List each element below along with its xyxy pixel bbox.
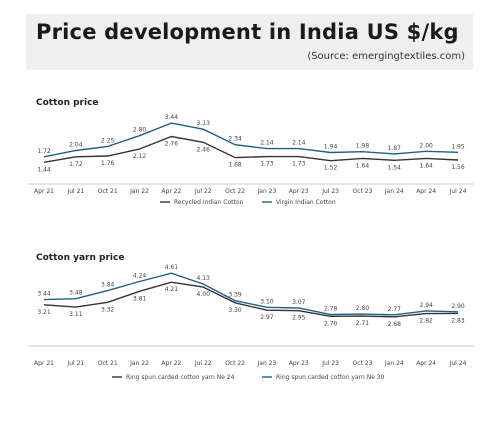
data-label: 3.13 <box>197 120 211 127</box>
data-label: 2.97 <box>260 314 274 321</box>
data-label: 2.77 <box>388 306 402 313</box>
data-label: 3.39 <box>228 292 242 299</box>
x-tick-label: Apr 24 <box>416 360 436 367</box>
x-tick-label: Jan 24 <box>384 360 404 367</box>
data-label: 2.68 <box>388 321 402 328</box>
series-line <box>43 272 459 316</box>
data-label: 2.14 <box>292 140 306 147</box>
data-label: 1.72 <box>37 148 51 155</box>
data-label: 2.78 <box>324 306 338 313</box>
data-label: 1.72 <box>69 161 83 168</box>
data-label: 2.46 <box>197 146 211 153</box>
data-label: 2.76 <box>165 140 179 147</box>
data-label: 4.00 <box>197 291 211 298</box>
cotton-yarn-price-title: Cotton yarn price <box>36 253 125 263</box>
x-tick-label: Jul 22 <box>194 188 212 195</box>
x-tick-label: Oct 21 <box>98 188 118 195</box>
cotton-price-title: Cotton price <box>36 98 99 108</box>
cotton-price-chart: Apr 21 Jul 21 Oct 21 Jan 22 Apr 22 Jul 22 Oct … <box>28 114 474 206</box>
data-label: 1.94 <box>324 144 338 151</box>
source-note: (Source: emergingtextiles.com) <box>307 51 465 62</box>
data-label: 2.12 <box>133 153 147 160</box>
x-tick-label: Jan 22 <box>129 188 149 195</box>
data-label: 3.81 <box>133 295 147 302</box>
data-label: 3.30 <box>228 307 242 314</box>
x-tick-label: Jul 23 <box>321 188 339 195</box>
data-label: 1.98 <box>356 143 370 150</box>
x-tick-label: Jan 24 <box>384 188 404 195</box>
series-line <box>43 135 459 163</box>
x-tick-label: Apr 24 <box>416 188 436 195</box>
page-title: Price development in India US $/kg <box>36 20 459 44</box>
data-label: 2.80 <box>133 127 147 134</box>
data-label: 2.83 <box>451 317 465 324</box>
data-label: 1.95 <box>451 143 465 150</box>
data-label: 2.90 <box>451 303 465 310</box>
x-tick-label: Jul 23 <box>321 360 339 367</box>
x-tick-label: Oct 23 <box>353 188 373 195</box>
data-label: 1.73 <box>292 161 306 168</box>
series-line <box>43 122 459 158</box>
data-label: 2.00 <box>419 142 433 149</box>
data-label: 2.71 <box>356 320 370 327</box>
x-tick-label: Jul 22 <box>194 360 212 367</box>
x-tick-label: Jul 24 <box>449 188 467 195</box>
data-label: 4.21 <box>165 286 179 293</box>
data-label: 4.13 <box>197 275 211 282</box>
data-label: 1.87 <box>388 145 402 152</box>
x-tick-label: Apr 22 <box>161 360 181 367</box>
data-label: 4.61 <box>165 264 179 271</box>
data-label: 2.34 <box>228 136 242 143</box>
data-label: 2.82 <box>419 318 433 325</box>
data-label: 3.11 <box>69 311 83 318</box>
data-label: 4.24 <box>133 273 147 280</box>
data-label: 3.21 <box>37 309 51 316</box>
legend-label: Virgin Indian Cotton <box>276 199 336 206</box>
data-label: 3.10 <box>260 298 274 305</box>
data-label: 3.44 <box>37 291 51 298</box>
x-tick-label: Apr 22 <box>161 188 181 195</box>
data-label: 2.25 <box>101 137 115 144</box>
legend-label: Recycled Indian Cotton <box>174 199 243 206</box>
data-label: 2.94 <box>419 302 433 309</box>
data-label: 1.52 <box>324 165 338 172</box>
x-tick-label: Jan 23 <box>257 360 277 367</box>
data-label: 1.56 <box>451 164 465 171</box>
data-label: 2.04 <box>69 142 83 149</box>
data-label: 2.70 <box>324 320 338 327</box>
data-label: 1.64 <box>356 162 370 169</box>
x-tick-label: Oct 22 <box>225 188 245 195</box>
x-tick-label: Apr 23 <box>289 360 309 367</box>
data-label: 1.76 <box>101 160 115 167</box>
data-label: 1.64 <box>419 162 433 169</box>
data-label: 2.80 <box>356 305 370 312</box>
x-tick-label: Apr 21 <box>34 360 54 367</box>
x-tick-label: Apr 21 <box>34 188 54 195</box>
x-tick-label: Jul 21 <box>66 188 84 195</box>
data-label: 1.54 <box>388 164 402 171</box>
cotton-yarn-price-chart: Apr 21 Jul 21 Oct 21 Jan 22 Apr 22 Jul 22 Oct … <box>28 264 474 381</box>
x-tick-label: Apr 23 <box>289 188 309 195</box>
data-label: 3.07 <box>292 299 306 306</box>
x-tick-label: Jan 23 <box>257 188 277 195</box>
data-label: 3.48 <box>69 290 83 297</box>
legend-label: Ring spun carded cotton yarn Ne 30 <box>276 374 385 381</box>
x-tick-label: Jul 24 <box>449 360 467 367</box>
legend-label: Ring spun carded cotton yarn Ne 24 <box>126 374 235 381</box>
data-label: 3.44 <box>165 114 179 121</box>
x-tick-label: Oct 22 <box>225 360 245 367</box>
x-tick-label: Jan 22 <box>129 360 149 367</box>
data-label: 1.68 <box>228 162 242 169</box>
data-label: 2.95 <box>292 315 306 322</box>
x-tick-label: Oct 23 <box>353 360 373 367</box>
data-label: 3.32 <box>101 306 115 313</box>
series-line <box>43 281 459 318</box>
header-banner: Price development in India US $/kg (Sour… <box>26 14 473 70</box>
x-tick-label: Oct 21 <box>98 360 118 367</box>
data-label: 1.44 <box>37 166 51 173</box>
data-label: 2.14 <box>260 140 274 147</box>
data-label: 1.73 <box>260 161 274 168</box>
data-label: 3.84 <box>101 282 115 289</box>
x-tick-label: Jul 21 <box>66 360 84 367</box>
